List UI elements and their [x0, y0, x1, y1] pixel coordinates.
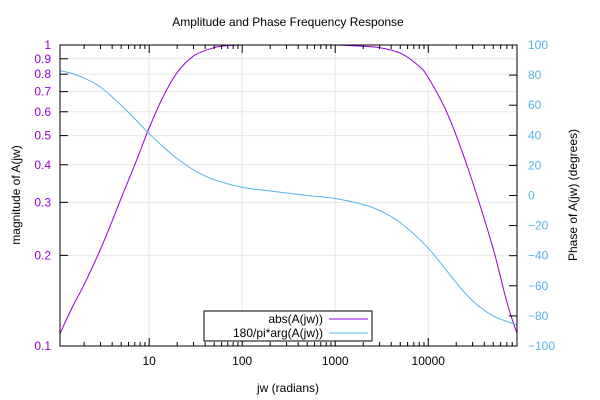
y-tick-label: 0.8	[34, 67, 51, 81]
plot-frame	[59, 44, 518, 347]
y-axis-label: magnitude of A(jw)	[9, 145, 23, 244]
y2-tick-label: −20	[528, 219, 549, 233]
y2-tick-label: 0	[528, 189, 535, 203]
grid	[60, 44, 517, 347]
y2-tick-label: 80	[528, 68, 542, 82]
y-tick-label: 0.1	[34, 339, 51, 353]
curves	[59, 44, 518, 334]
x-tick-label: 100	[232, 354, 252, 368]
y-tick-label: 0.7	[34, 85, 51, 99]
y-tick-label: 0.3	[34, 195, 51, 209]
legend-label-phase: 180/pi*arg(A(jw))	[233, 326, 323, 340]
x-tick-label: 10	[142, 354, 156, 368]
y2-tick-label: 100	[528, 38, 548, 52]
axis-ticks: 10 100 1000 100000.10.20.30.40.50.60.70.80.…	[34, 38, 555, 368]
phase-curve	[59, 70, 518, 326]
y2-tick-label: 60	[528, 98, 542, 112]
legend-box	[203, 310, 373, 342]
y-tick-label: 0.2	[34, 248, 51, 262]
magnitude-curve	[59, 44, 518, 334]
y2-tick-label: −60	[528, 279, 549, 293]
legend: abs(A(jw)) 180/pi*arg(A(jw))	[203, 310, 373, 342]
legend-label-magnitude: abs(A(jw))	[268, 312, 323, 326]
y-tick-label: 0.4	[34, 158, 51, 172]
x-tick-label: 1000	[322, 354, 349, 368]
y-tick-label: 0.6	[34, 105, 51, 119]
y2-tick-label: −40	[528, 249, 549, 263]
x-axis-label: jw (radians)	[256, 381, 319, 395]
y2-axis-label: Phase of A(jw) (degrees)	[566, 129, 580, 261]
y2-tick-label: 20	[528, 158, 542, 172]
y2-tick-label: −100	[528, 339, 555, 353]
chart-title: Amplitude and Phase Frequency Response	[172, 15, 404, 29]
x-tick-label: 10000	[412, 354, 446, 368]
y-tick-label: 1	[44, 38, 51, 52]
y-tick-label: 0.5	[34, 129, 51, 143]
y2-tick-label: 40	[528, 128, 542, 142]
y2-tick-label: −80	[528, 309, 549, 323]
y-tick-label: 0.9	[34, 52, 51, 66]
